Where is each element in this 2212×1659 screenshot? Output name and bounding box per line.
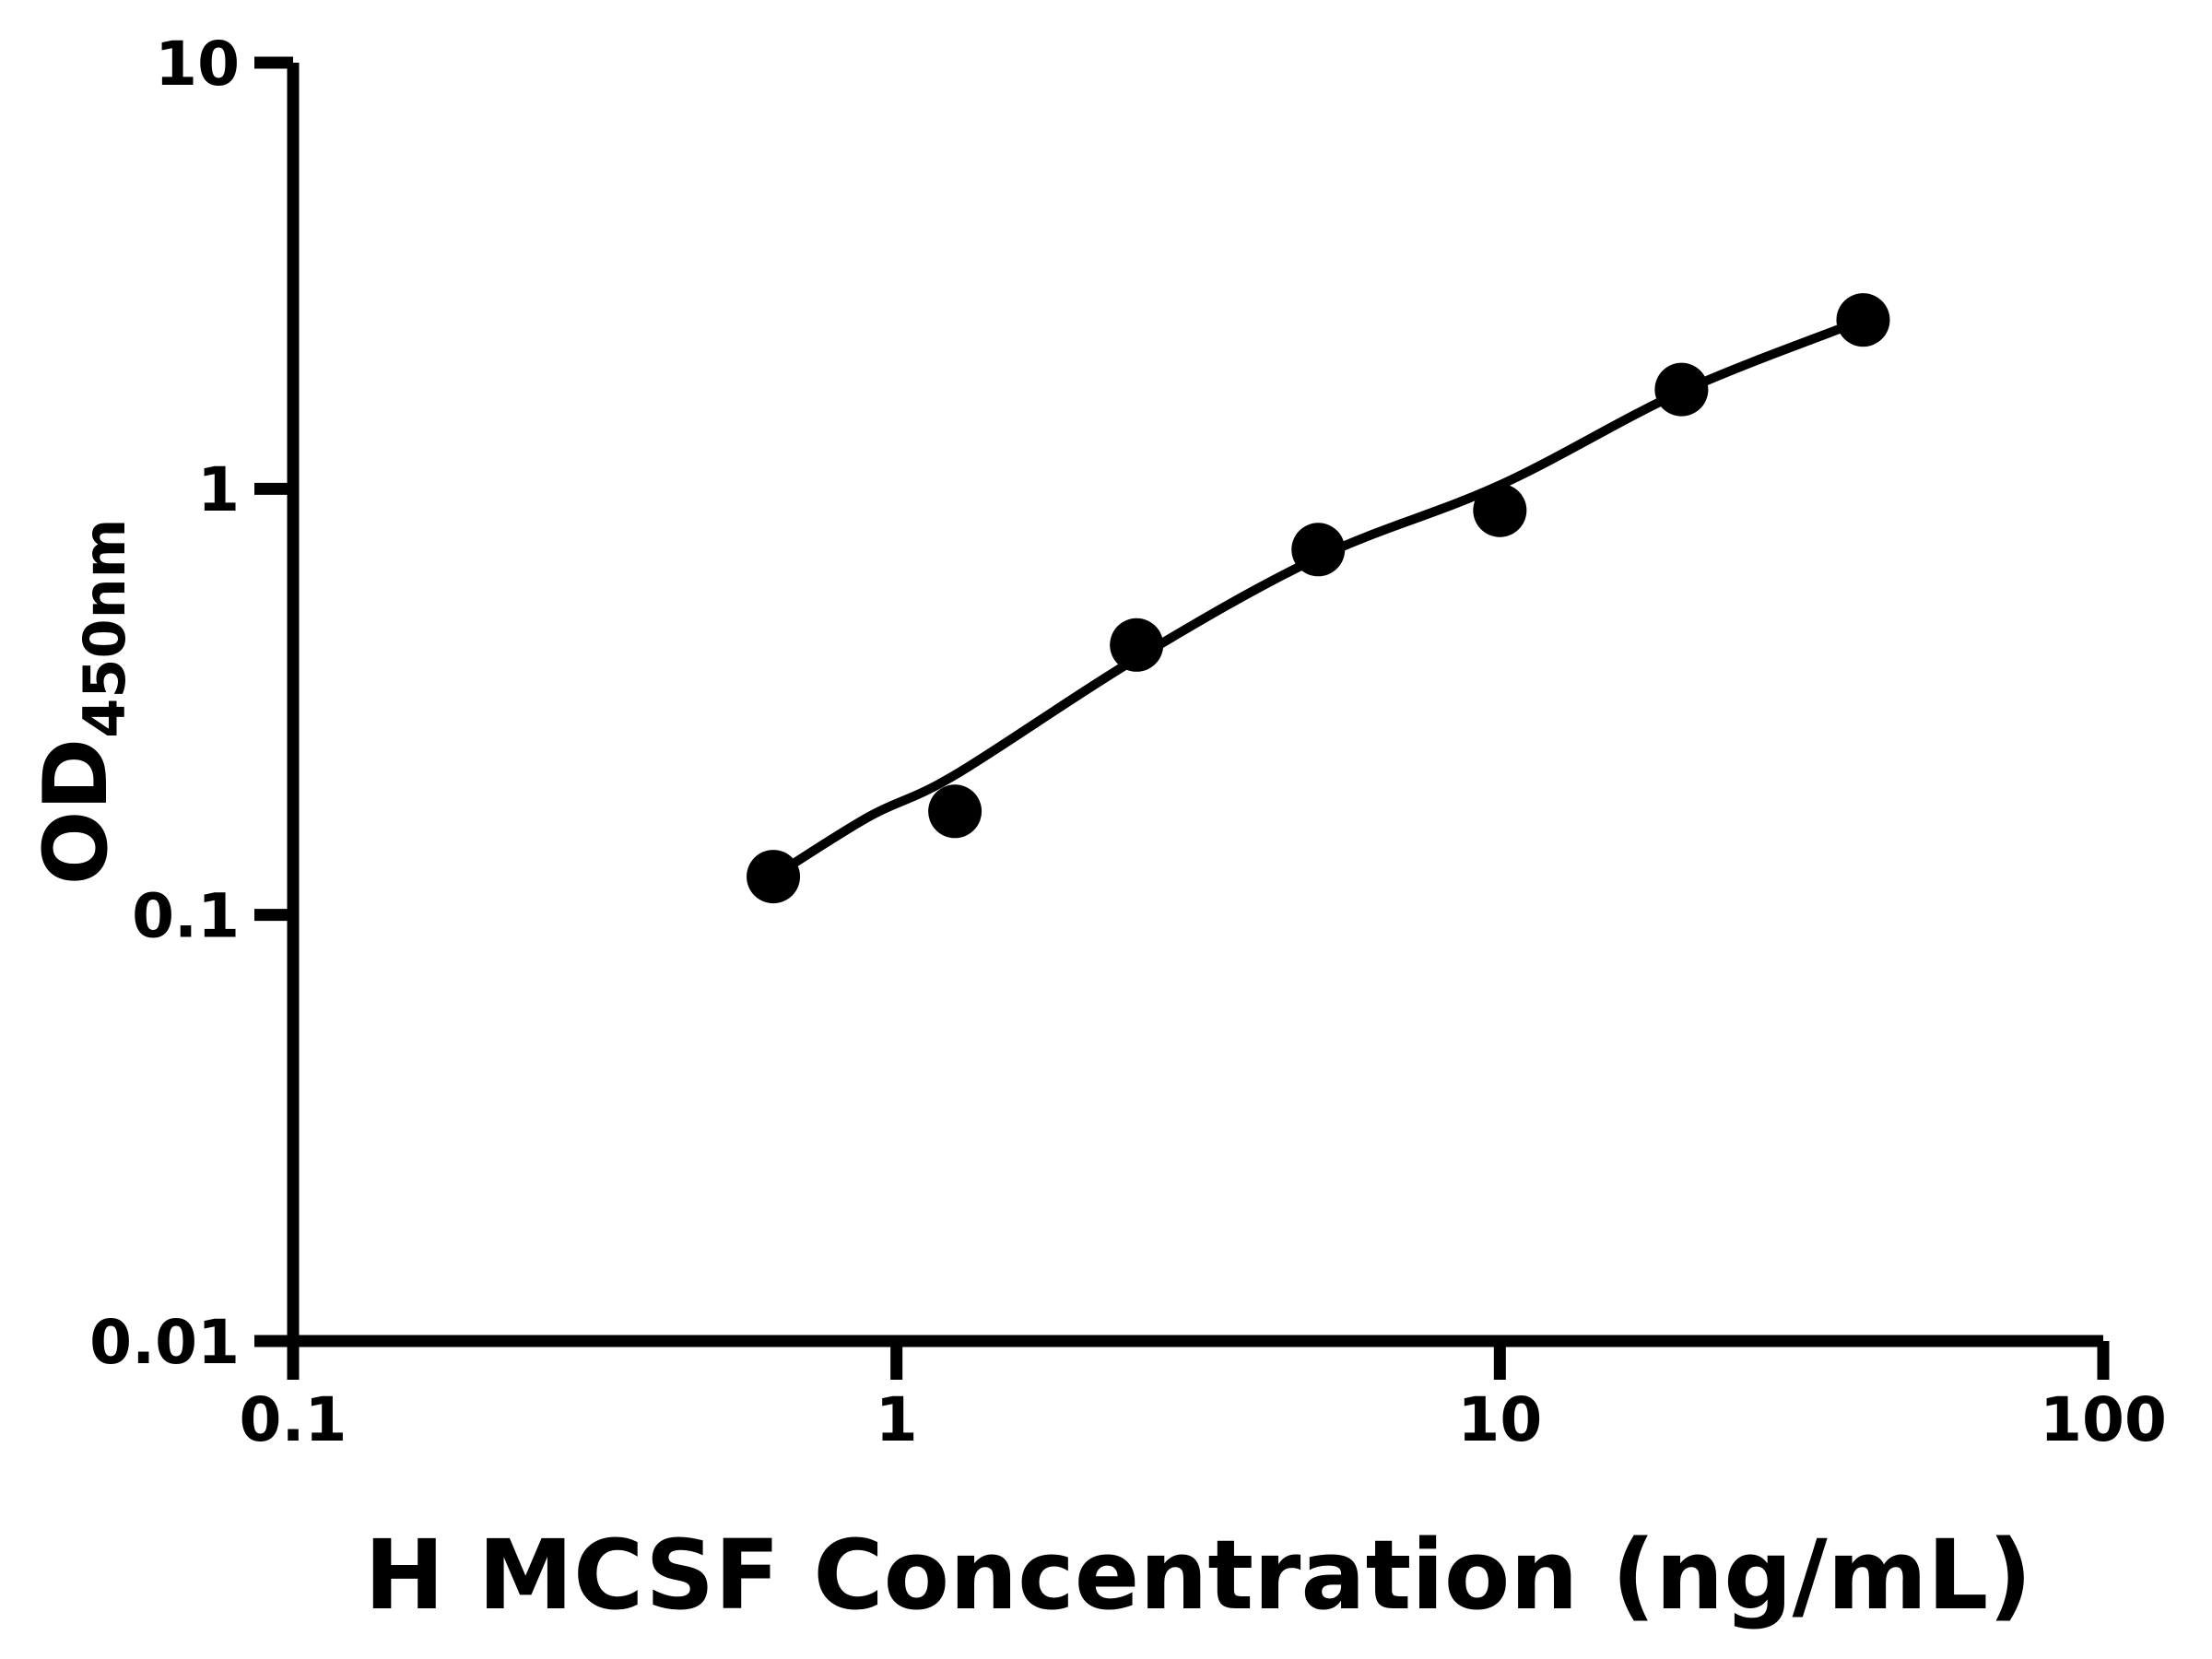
data-point	[1110, 618, 1164, 672]
data-point	[1654, 362, 1709, 417]
data-point	[928, 784, 982, 839]
data-point	[1836, 293, 1890, 347]
y-axis-title: OD450nm	[26, 519, 138, 886]
x-tick-label: 100	[2040, 1384, 2167, 1455]
x-tick-label: 10	[1457, 1384, 1542, 1455]
data-point	[1473, 483, 1527, 537]
data-point	[747, 850, 801, 904]
y-tick-label: 0.1	[132, 880, 240, 951]
y-tick-label: 0.01	[89, 1307, 240, 1378]
y-tick-label: 1	[197, 454, 240, 525]
axis-lines	[287, 63, 2103, 1347]
x-tick-label: 0.1	[240, 1384, 347, 1455]
x-tick-label: 1	[876, 1384, 918, 1455]
y-tick-label: 10	[155, 29, 240, 100]
data-point	[1291, 523, 1346, 577]
x-axis-title: H MCSF Concentration (ng/mL)	[364, 1519, 2032, 1631]
